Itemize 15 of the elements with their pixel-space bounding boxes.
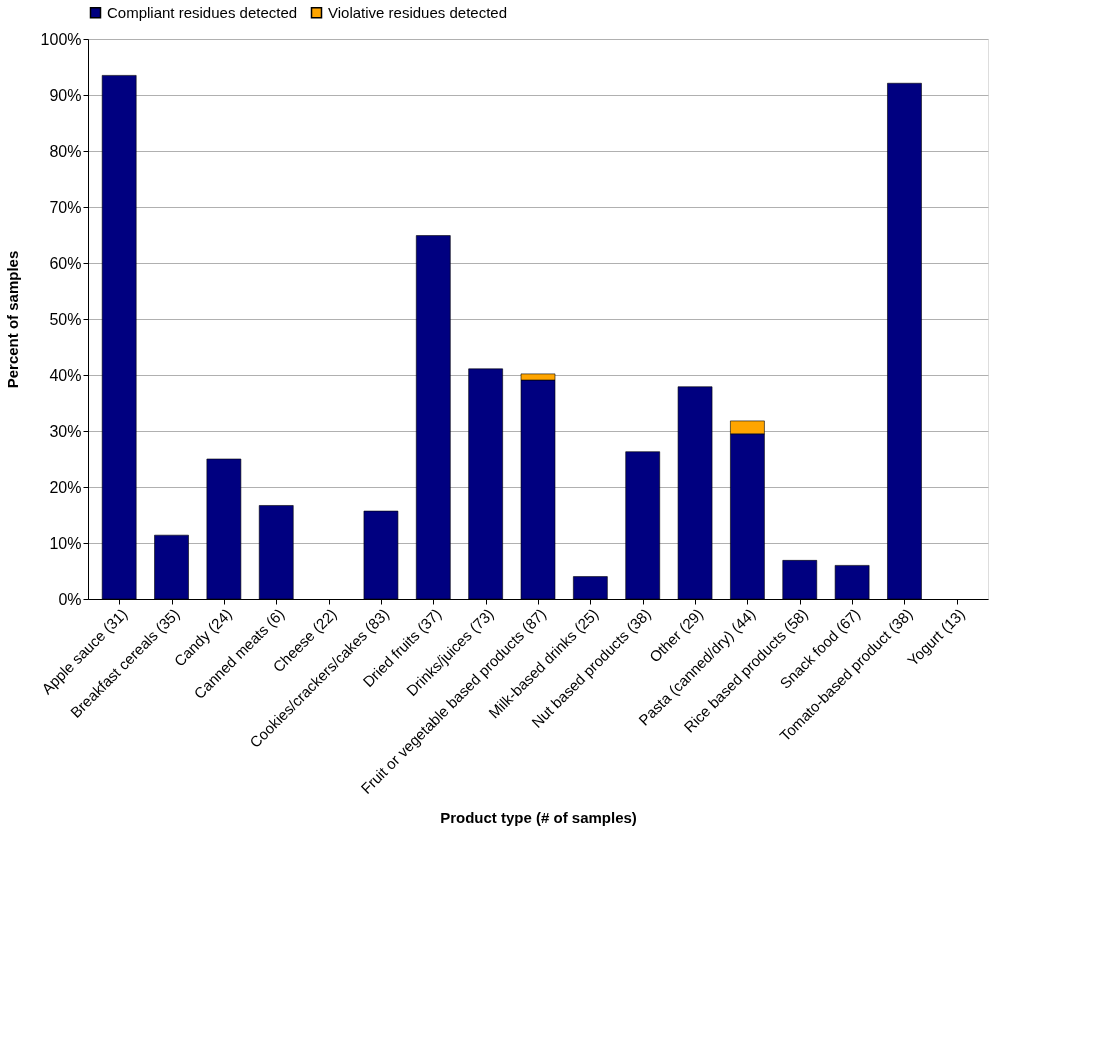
x-axis-title: Product type (# of samples)	[440, 808, 637, 826]
y-tick-label: 40%	[49, 366, 82, 384]
y-tick-label: 60%	[49, 254, 82, 272]
y-tick-label: 80%	[49, 142, 82, 160]
y-axis-title: Percent of samples	[3, 250, 21, 389]
y-tick-label: 10%	[49, 534, 82, 552]
y-tick-label: 30%	[49, 422, 82, 440]
legend-label: Violative residues detected	[328, 3, 508, 21]
y-tick-label: 50%	[49, 310, 82, 328]
y-tick-label: 70%	[49, 198, 82, 216]
y-tick-label: 20%	[49, 478, 82, 496]
y-tick-label: 100%	[40, 30, 82, 48]
legend-label: Compliant residues detected	[107, 3, 298, 21]
y-tick-label: 90%	[49, 86, 82, 104]
y-tick-label: 0%	[58, 590, 82, 608]
